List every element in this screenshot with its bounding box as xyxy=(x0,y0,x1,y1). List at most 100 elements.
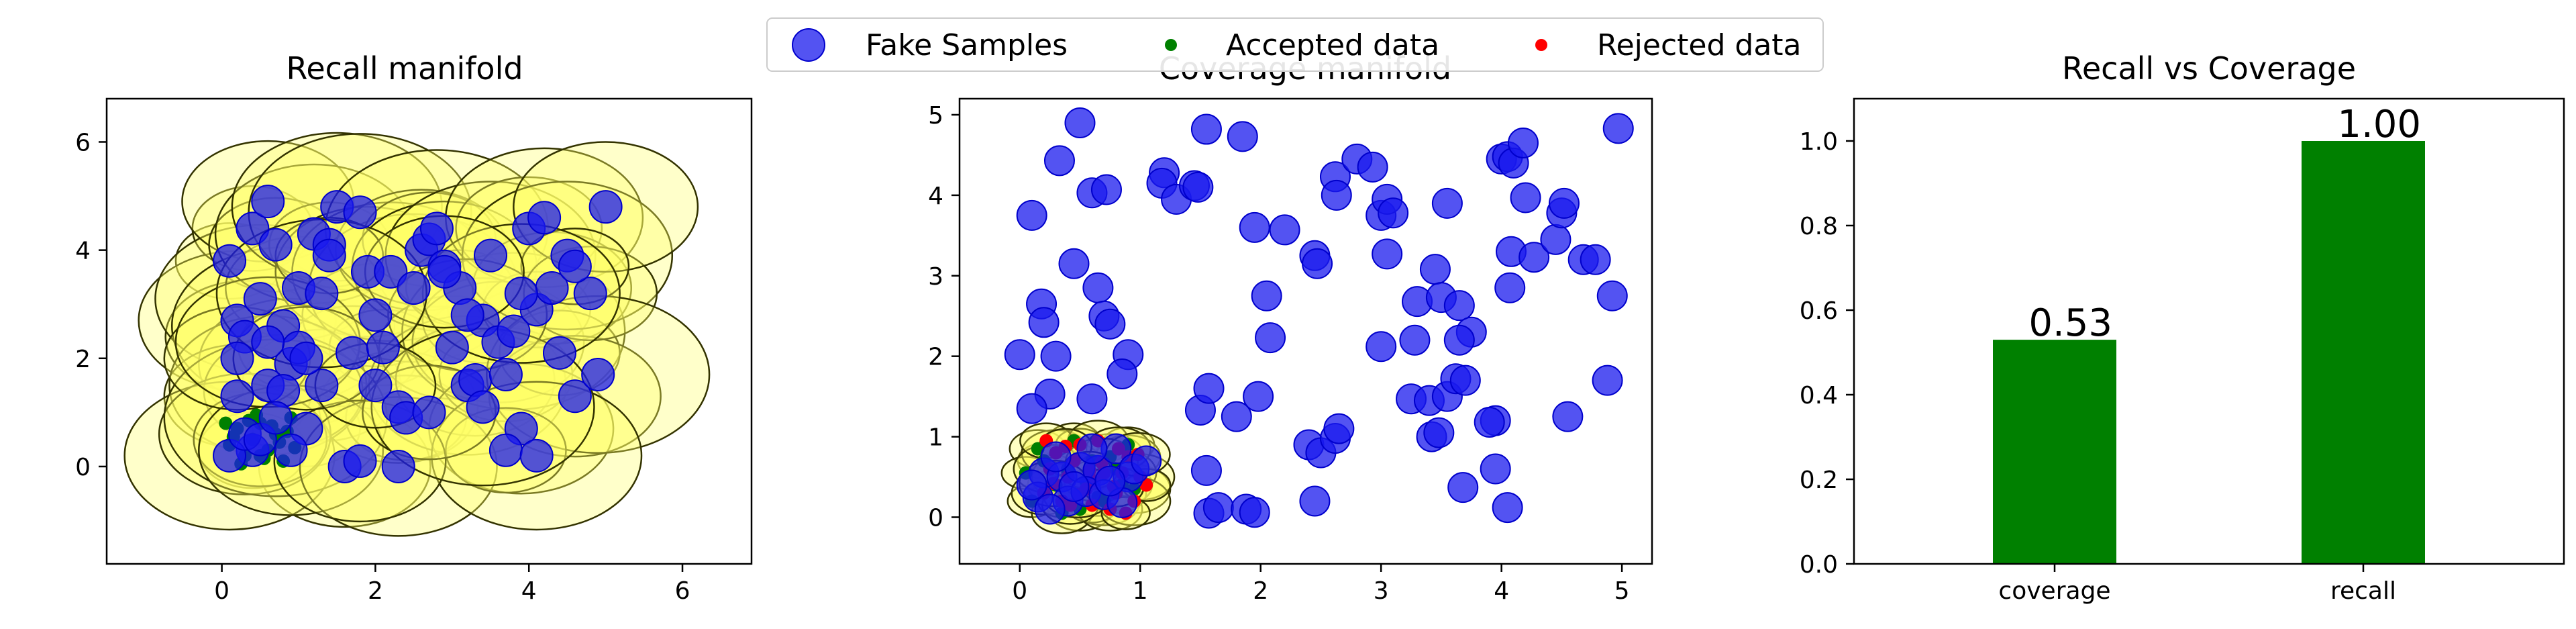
fake-sample-point xyxy=(1190,113,1222,145)
fake-sample-point xyxy=(412,395,446,430)
fake-sample-point xyxy=(419,211,454,246)
y-tick-label: 0.2 xyxy=(1800,467,1838,494)
legend-box xyxy=(766,17,1824,72)
fake-sample-point xyxy=(1302,248,1333,279)
fake-sample-point xyxy=(474,238,508,273)
fake-sample-point xyxy=(220,341,254,375)
fake-sample-point xyxy=(274,433,308,467)
fake-sample-point xyxy=(1106,358,1138,390)
fake-sample-point xyxy=(497,314,531,348)
fake-sample-point xyxy=(488,357,523,391)
fake-sample-point xyxy=(519,438,554,473)
x-tick-label: 0 xyxy=(214,577,229,605)
fake-sample-point xyxy=(1596,280,1628,311)
fake-sample-point xyxy=(1016,199,1047,231)
fake-sample-point xyxy=(1094,465,1126,497)
fake-sample-point xyxy=(1190,454,1222,486)
fake-sample-point xyxy=(466,390,500,424)
fake-sample-point xyxy=(1299,485,1331,517)
legend-marker-accepted-data xyxy=(1165,39,1177,51)
recall-manifold-title: Recall manifold xyxy=(286,50,523,87)
fake-sample-point xyxy=(258,228,293,262)
fake-sample-point xyxy=(1580,244,1611,275)
fake-sample-point xyxy=(1221,401,1252,432)
fake-sample-point xyxy=(1094,308,1126,340)
fake-sample-point xyxy=(366,330,400,365)
y-tick-label: 0 xyxy=(928,504,943,532)
fake-sample-point xyxy=(1034,493,1066,525)
fake-sample-point xyxy=(358,298,393,332)
fake-sample-point xyxy=(1255,322,1286,354)
fake-sample-point xyxy=(236,211,270,246)
fake-sample-point xyxy=(220,379,254,414)
fake-sample-point xyxy=(1321,179,1352,211)
fake-sample-point xyxy=(336,336,370,370)
fake-sample-point xyxy=(1494,272,1526,303)
y-tick-label: 1.0 xyxy=(1800,128,1838,156)
fake-sample-point xyxy=(374,254,408,289)
fake-sample-point xyxy=(1443,290,1475,322)
legend-marker-rejected-data xyxy=(1535,39,1547,51)
legend-label-rejected-data: Rejected data xyxy=(1597,28,1802,62)
fake-sample-point xyxy=(1366,331,1397,362)
fake-sample-point xyxy=(558,249,592,283)
fake-sample-point xyxy=(1269,214,1300,246)
fake-sample-point xyxy=(588,190,623,224)
fake-sample-point xyxy=(1357,151,1388,183)
fake-sample-point xyxy=(1592,365,1623,396)
x-tick-label: 0 xyxy=(1012,577,1027,605)
fake-sample-point xyxy=(1447,472,1479,503)
fake-sample-point xyxy=(1378,197,1409,229)
fake-sample-point xyxy=(1323,413,1355,444)
y-tick-label: 1 xyxy=(928,424,943,452)
accepted-point xyxy=(219,416,233,430)
y-tick-label: 2 xyxy=(928,344,943,371)
y-tick-label: 2 xyxy=(75,346,91,373)
legend-entry-fake-samples: Fake Samples xyxy=(792,28,1068,62)
fake-sample-point xyxy=(1064,107,1096,138)
fake-sample-point xyxy=(1423,417,1455,448)
y-tick-label: 0 xyxy=(75,454,91,481)
x-tick-label: 2 xyxy=(1253,577,1268,605)
fake-sample-point xyxy=(1492,492,1523,524)
coverage-manifold-axes xyxy=(958,97,1653,565)
legend-label-fake-samples: Fake Samples xyxy=(866,28,1068,62)
fake-sample-point xyxy=(343,195,377,230)
fake-sample-point xyxy=(312,238,346,273)
fake-sample-point xyxy=(1131,445,1162,477)
fake-sample-point xyxy=(573,277,607,311)
fake-sample-point xyxy=(1058,471,1090,502)
y-tick-label: 5 xyxy=(928,102,943,130)
fake-sample-point xyxy=(1004,339,1035,371)
legend: Fake Samples Accepted data Rejected data xyxy=(766,17,1824,72)
fake-sample-point xyxy=(1449,365,1481,396)
fake-sample-point xyxy=(258,401,293,435)
x-tick-label: 1 xyxy=(1133,577,1148,605)
legend-label-accepted-data: Accepted data xyxy=(1226,28,1439,62)
x-tick-label: 2 xyxy=(368,577,383,605)
recall-vs-coverage-panel: Recall vs Coverage 0.53 1.00 coverage reca… xyxy=(1800,50,2565,605)
x-tick-label: 4 xyxy=(521,577,537,605)
bar-value-label: 1.00 xyxy=(2337,103,2421,146)
recall-manifold-axes xyxy=(105,97,753,565)
fake-sample-point xyxy=(1016,469,1047,501)
accepted-point xyxy=(1031,442,1045,456)
fake-sample-point xyxy=(1202,492,1234,524)
y-tick-label: 0.4 xyxy=(1800,382,1838,409)
bar-coverage xyxy=(1993,340,2116,564)
bar-value-label: 0.53 xyxy=(2028,301,2112,345)
fake-sample-point xyxy=(1090,174,1122,205)
y-tick-label: 4 xyxy=(928,183,943,210)
fake-sample-point xyxy=(435,330,469,365)
fake-sample-point xyxy=(1040,441,1072,473)
fake-sample-point xyxy=(1480,453,1511,485)
fake-sample-point xyxy=(1372,238,1403,270)
fake-sample-point xyxy=(1076,433,1108,465)
fake-sample-point xyxy=(1058,248,1090,279)
fake-sample-point xyxy=(1182,171,1214,203)
fake-sample-point xyxy=(243,282,277,316)
recall-vs-coverage-axes xyxy=(1853,97,2565,565)
fake-sample-point xyxy=(289,341,323,375)
